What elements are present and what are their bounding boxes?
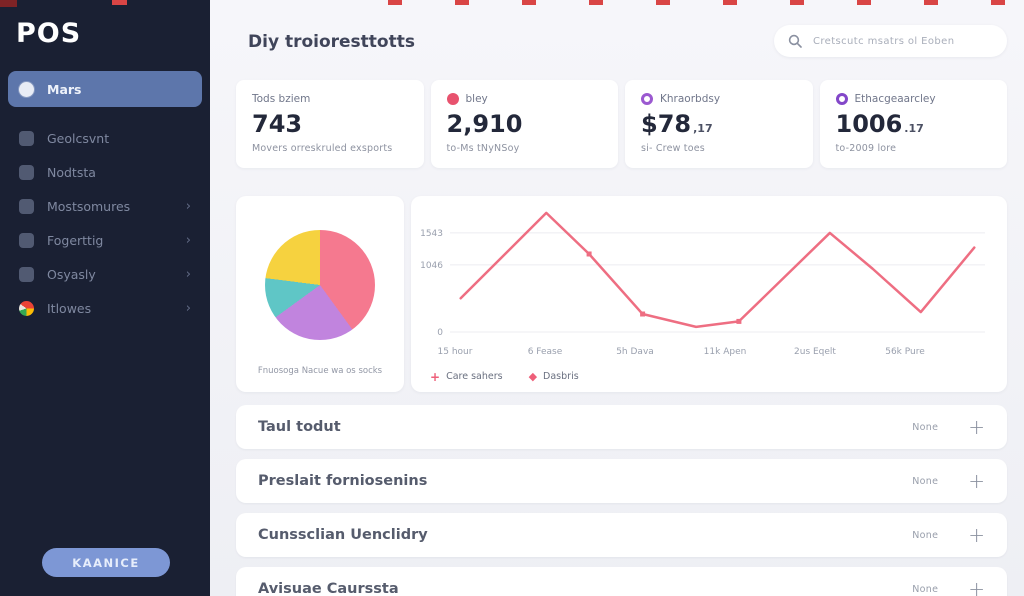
customers-icon <box>19 130 34 146</box>
svg-text:11k Apen: 11k Apen <box>704 347 747 357</box>
stat-value: 743 <box>252 110 303 138</box>
svg-text:2us Eqelt: 2us Eqelt <box>794 347 836 357</box>
sidebar-item-label: Geolcsvnt <box>47 130 110 146</box>
list-row[interactable]: Preslait forniosenins None <box>236 459 1007 503</box>
diamond-marker-icon <box>529 371 537 383</box>
row-value: None <box>912 583 939 595</box>
page-title: Diy troioresttotts <box>248 32 415 52</box>
plus-icon[interactable] <box>968 417 985 437</box>
row-value: None <box>912 529 939 541</box>
products-icon <box>19 164 34 180</box>
sidebar-nav: Mars Geolcsvnt Nodtsta Mostsomures Foger… <box>0 71 210 323</box>
sidebar-item-label: Fogerttig <box>47 232 104 248</box>
plus-icon[interactable] <box>968 579 985 596</box>
sidebar-item-label: Mars <box>47 81 82 97</box>
list-row[interactable]: Avisuae Caurssta None <box>236 567 1007 596</box>
top-edge-artifact <box>388 0 1024 5</box>
summary-rows: Taul todut None Preslait forniosenins No… <box>236 405 1007 596</box>
stat-label: Tods bziem <box>252 93 311 105</box>
stats-row: Tods bziem 743 Movers orreskruled exspor… <box>236 80 1007 168</box>
home-icon <box>19 81 34 97</box>
stat-subtext: to-2009 lore <box>835 143 897 154</box>
search-icon <box>788 34 802 48</box>
line-chart-card: 1543 1046 0 15 hour 6 Fease 5h Dava 11k Apen 2u… <box>411 196 1007 392</box>
stat-subtext: si- Crew toes <box>641 143 705 154</box>
sales-dot-icon <box>446 93 459 105</box>
stat-label: Ethacgeaarcley <box>854 93 936 105</box>
svg-text:56k Pure: 56k Pure <box>885 347 925 357</box>
colorful-app-icon <box>19 300 34 316</box>
reporting-icon <box>19 232 34 248</box>
sidebar-item-home[interactable]: Mars <box>8 71 202 107</box>
sidebar-item-loyalty[interactable]: Osyasly <box>8 259 202 289</box>
plus-icon[interactable] <box>968 471 985 491</box>
svg-text:15 hour: 15 hour <box>438 347 473 357</box>
sidebar-item-measurements[interactable]: Mostsomures <box>8 191 202 221</box>
stat-value: $78,17 <box>641 110 713 138</box>
row-value: None <box>912 421 939 433</box>
stat-subtext: Movers orreskruled exsports <box>252 143 393 154</box>
loyalty-icon <box>19 266 34 282</box>
sidebar-item-reporting[interactable]: Fogerttig <box>8 225 202 255</box>
stat-card-sales: bley 2,910 to-Ms tNyNSoy <box>430 80 618 168</box>
stat-label: Khraorbdsy <box>660 93 721 105</box>
sidebar-item-label: Osyasly <box>47 266 96 282</box>
balance-button[interactable]: KAANICE <box>42 548 170 577</box>
svg-text:6 Fease: 6 Fease <box>528 347 563 357</box>
revenue-ring-icon <box>641 93 653 105</box>
sidebar: POS Mars Geolcsvnt Nodtsta Mostsomures <box>0 0 210 596</box>
search-bar <box>774 25 1007 57</box>
top-edge-artifact <box>0 0 17 7</box>
chevron-right-icon <box>186 200 191 213</box>
plus-marker-icon <box>430 371 440 384</box>
measurements-icon <box>19 198 34 214</box>
sidebar-item-licenses[interactable]: Itlowes <box>8 293 202 323</box>
sidebar-item-label: Nodtsta <box>47 164 96 180</box>
main-content: Diy troioresttotts Tods bziem 743 Movers… <box>210 0 1024 596</box>
svg-text:1046: 1046 <box>420 261 443 271</box>
svg-text:5h Dava: 5h Dava <box>616 347 654 357</box>
stat-card-total: Ethacgeaarcley 1006.17 to-2009 lore <box>819 80 1007 168</box>
search-input[interactable] <box>811 34 993 48</box>
legend-item: Care sahers <box>430 371 503 384</box>
stat-value: 1006.17 <box>835 110 924 138</box>
stat-value: 2,910 <box>446 110 523 138</box>
svg-text:1543: 1543 <box>420 229 443 239</box>
chevron-right-icon <box>186 234 191 247</box>
stat-subtext: to-Ms tNyNSoy <box>446 143 520 154</box>
sidebar-item-customers[interactable]: Geolcsvnt <box>8 123 202 153</box>
svg-text:0: 0 <box>437 328 443 338</box>
list-row[interactable]: Cunssclian Uenclidry None <box>236 513 1007 557</box>
pie-chart <box>265 230 375 340</box>
list-row[interactable]: Taul todut None <box>236 405 1007 449</box>
plus-icon[interactable] <box>968 525 985 545</box>
pie-chart-card: Fnuosoga Nacue wa os socks <box>236 196 404 392</box>
sidebar-item-products[interactable]: Nodtsta <box>8 157 202 187</box>
sidebar-item-label: Itlowes <box>47 300 92 316</box>
legend-item: Dasbris <box>529 371 579 383</box>
sidebar-item-label: Mostsomures <box>47 198 131 214</box>
chevron-right-icon <box>186 268 191 281</box>
pie-caption: Fnuosoga Nacue wa os socks <box>257 366 383 376</box>
chart-legend: Care sahers Dasbris <box>430 371 579 384</box>
stat-card-revenue: Khraorbdsy $78,17 si- Crew toes <box>625 80 813 168</box>
stat-card-orders: Tods bziem 743 Movers orreskruled exspor… <box>236 80 424 168</box>
stat-label: bley <box>465 93 488 105</box>
total-ring-icon <box>835 93 848 105</box>
top-edge-artifact <box>112 0 127 5</box>
charts-row: Fnuosoga Nacue wa os socks 1543 1046 0 15 h… <box>236 196 1007 392</box>
line-chart: 1543 1046 0 15 hour 6 Fease 5h Dava 11k Apen 2u… <box>420 211 985 357</box>
row-value: None <box>912 475 939 487</box>
chevron-right-icon <box>186 302 191 315</box>
app-logo: POS <box>16 18 82 49</box>
